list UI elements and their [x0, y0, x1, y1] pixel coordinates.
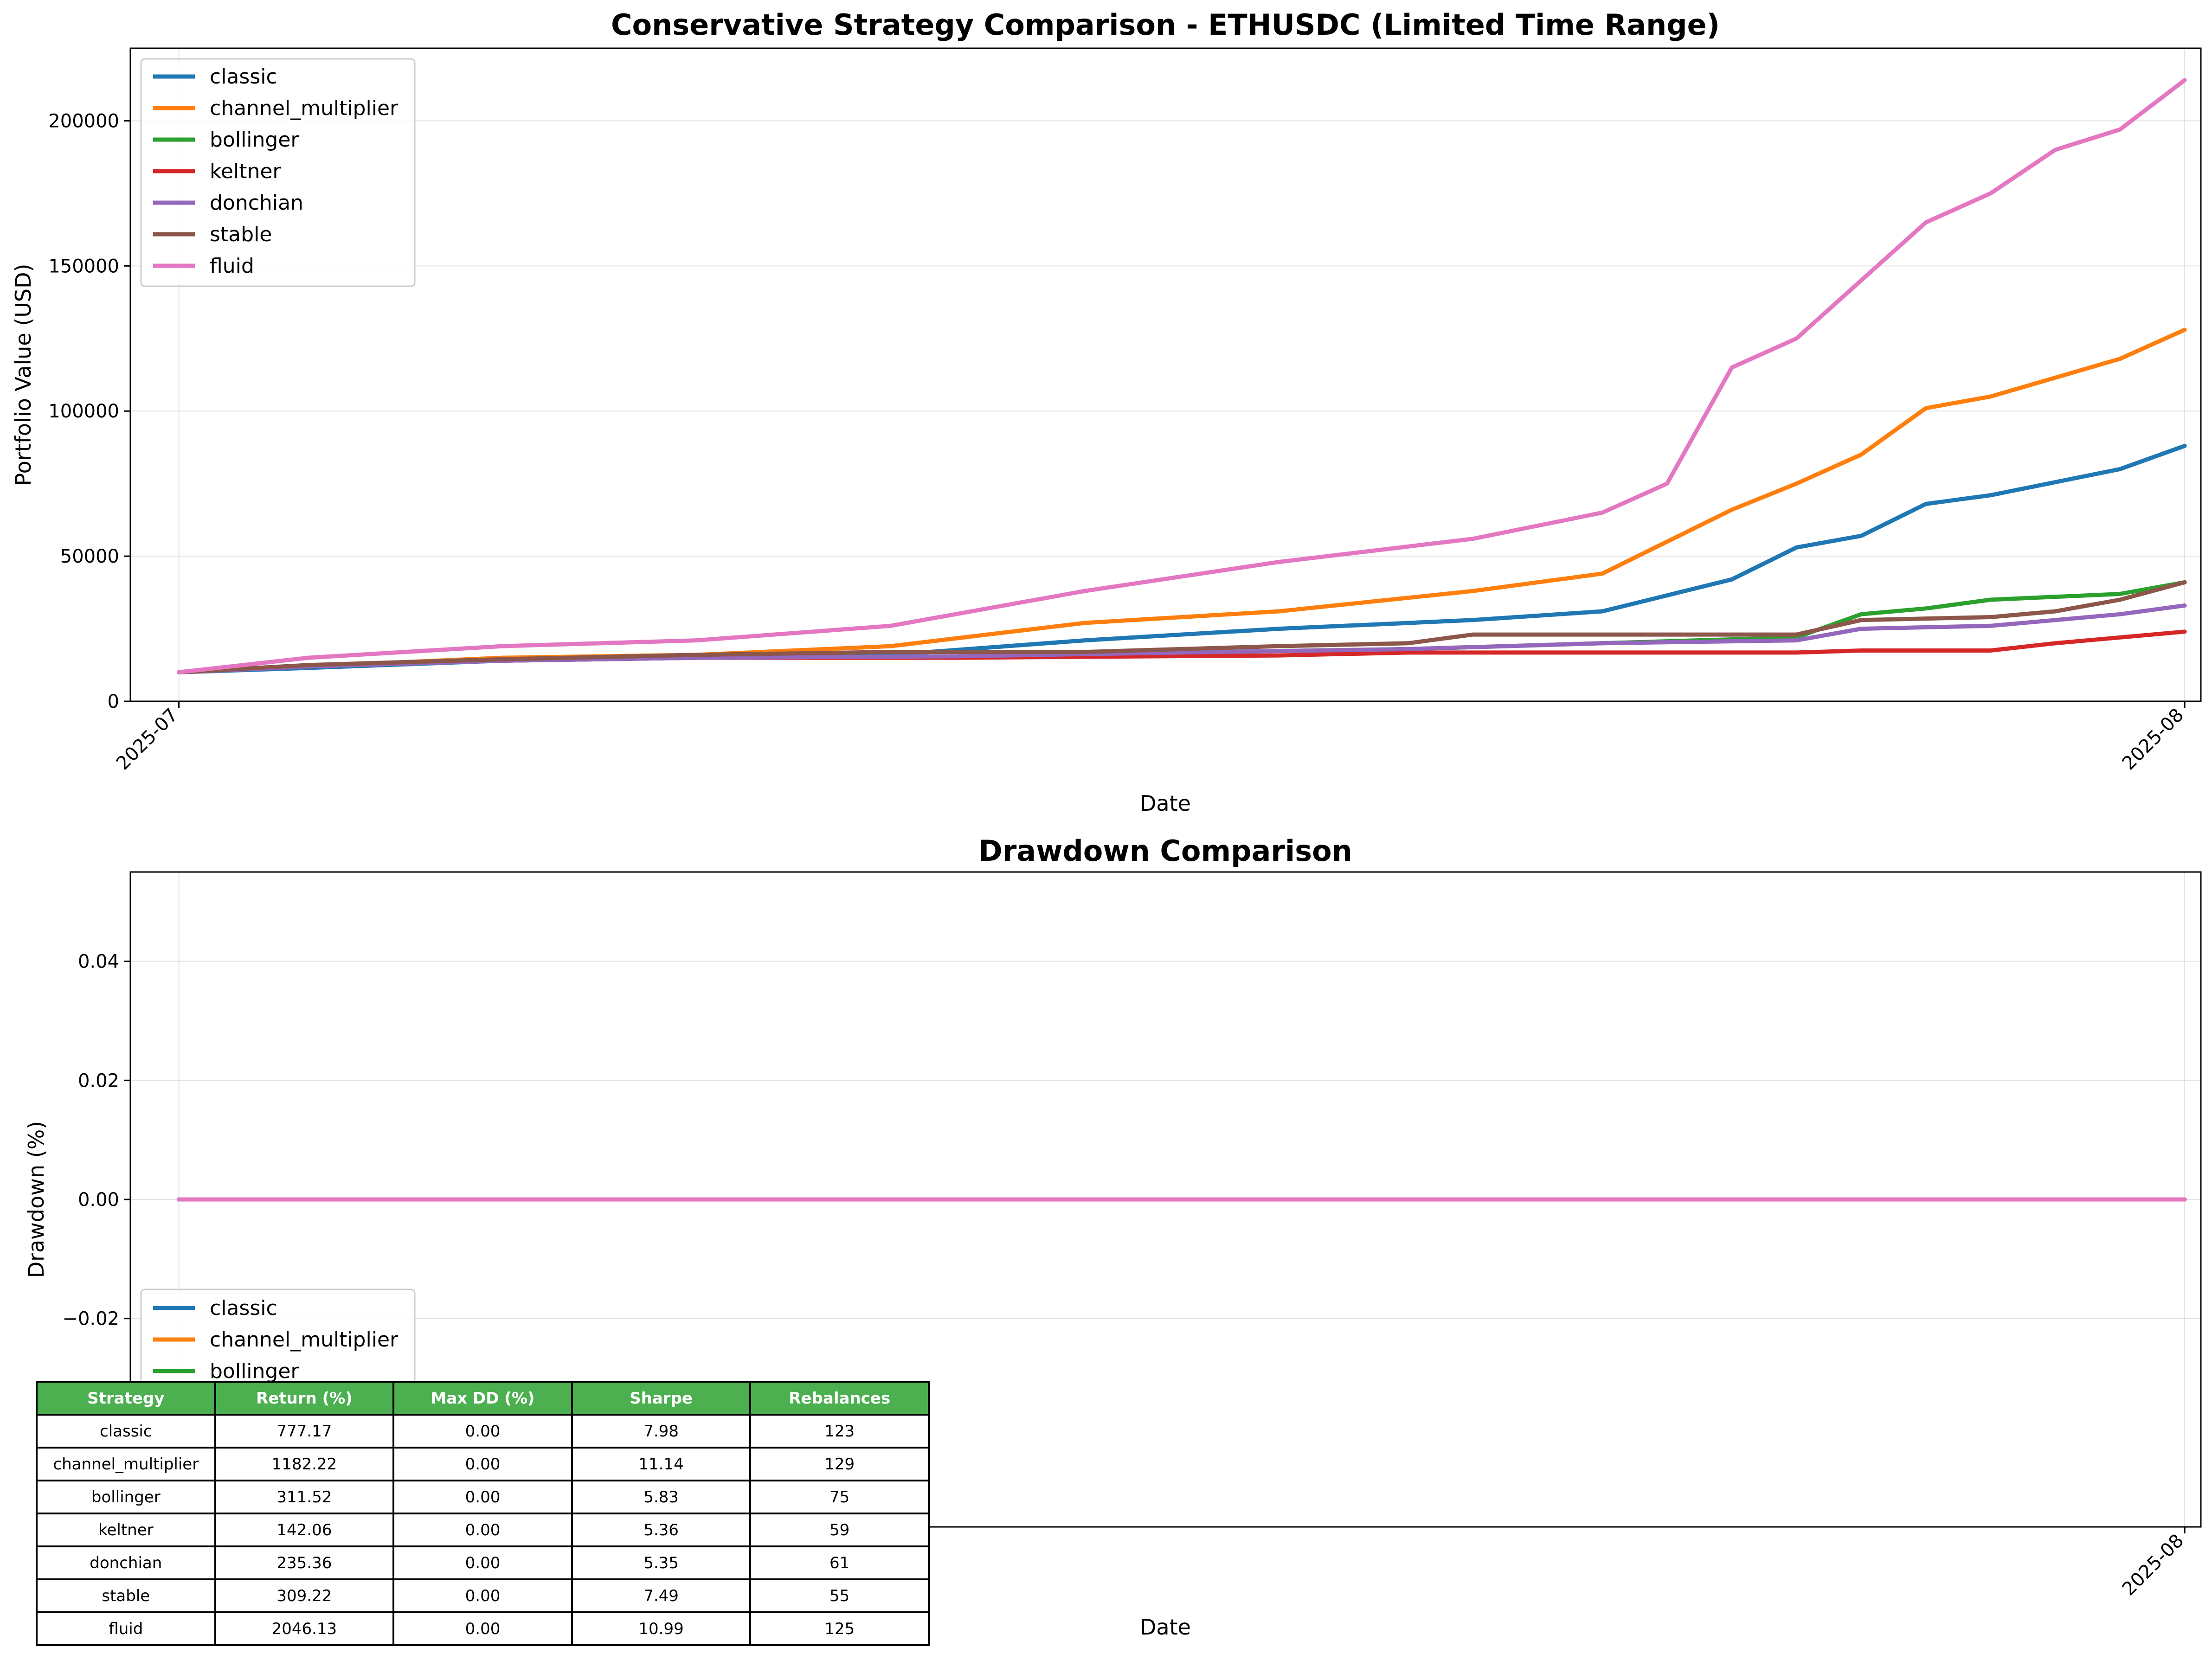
series-line-stable: [177, 580, 2187, 674]
table-row: keltner 142.06 0.00 5.36 59: [36, 1513, 930, 1547]
table-cell: 75: [749, 1480, 930, 1514]
table-cell: fluid: [36, 1611, 216, 1646]
legend-label-channel-multiplier: channel_multiplier: [210, 96, 399, 120]
table-row: classic 777.17 0.00 7.98 123: [36, 1414, 930, 1449]
drawdown-y-axis-label: Drawdown (%): [24, 1121, 49, 1278]
drawdown-x-axis-label: Date: [1140, 1615, 1191, 1640]
portfolio-chart-title: Conservative Strategy Comparison - ETHUS…: [611, 8, 1720, 42]
table-cell: 10.99: [571, 1611, 752, 1646]
table-cell: keltner: [36, 1513, 216, 1547]
legend-label-bollinger: bollinger: [210, 128, 299, 152]
table-cell: 0.00: [392, 1578, 573, 1613]
table-header-cell: Rebalances: [749, 1381, 930, 1416]
table-cell: 7.98: [571, 1414, 752, 1449]
y-tick-label: 0: [108, 691, 119, 712]
portfolio-legend: classic channel_multiplier bollinger keltne…: [140, 58, 416, 287]
table-cell: 11.14: [571, 1447, 752, 1481]
table-cell: donchian: [36, 1545, 216, 1580]
y-tick-label: −0.02: [62, 1308, 119, 1330]
table-cell: bollinger: [36, 1480, 216, 1514]
table-cell: 0.00: [392, 1447, 573, 1481]
portfolio-lines: [177, 78, 2187, 674]
table-cell: 142.06: [214, 1513, 395, 1547]
table-cell: 0.00: [392, 1480, 573, 1514]
y-tick-label: 100000: [48, 401, 119, 422]
legend-label-classic: classic: [210, 65, 277, 89]
table-header-row: Strategy Return (%) Max DD (%) Sharpe Re…: [36, 1381, 930, 1416]
table-cell: 61: [749, 1545, 930, 1580]
table-cell: 2046.13: [214, 1611, 395, 1646]
table-cell: 123: [749, 1414, 930, 1449]
table-cell: 0.00: [392, 1611, 573, 1646]
portfolio-y-axis-label: Portfolio Value (USD): [11, 264, 36, 486]
table-cell: 59: [749, 1513, 930, 1547]
table-cell: 5.83: [571, 1480, 752, 1514]
table-row: stable 309.22 0.00 7.49 55: [36, 1578, 930, 1613]
strategy-stats-table: Strategy Return (%) Max DD (%) Sharpe Re…: [36, 1381, 930, 1646]
y-tick-label: 0.02: [78, 1070, 119, 1091]
portfolio-legend-box: [140, 58, 416, 287]
legend-label-donchian: donchian: [210, 191, 303, 215]
table-cell: 7.49: [571, 1578, 752, 1613]
y-tick-label: 200000: [48, 110, 119, 132]
series-line-fluid: [177, 78, 2187, 674]
table-cell: 235.36: [214, 1545, 395, 1580]
table-cell: 311.52: [214, 1480, 395, 1514]
table-cell: classic: [36, 1414, 216, 1449]
legend-label-channel-multiplier: channel_multiplier: [210, 1328, 399, 1352]
table-cell: 5.35: [571, 1545, 752, 1580]
y-tick-label: 0.04: [78, 951, 119, 973]
legend-label-stable: stable: [210, 223, 272, 246]
table-cell: 0.00: [392, 1545, 573, 1580]
table-cell: 125: [749, 1611, 930, 1646]
table-cell: 129: [749, 1447, 930, 1481]
legend-label-fluid: fluid: [210, 254, 254, 278]
table-row: donchian 235.36 0.00 5.35 61: [36, 1545, 930, 1580]
table-cell: 1182.22: [214, 1447, 395, 1481]
legend-label-keltner: keltner: [210, 160, 281, 183]
table-row: fluid 2046.13 0.00 10.99 125: [36, 1611, 930, 1646]
drawdown-chart-title: Drawdown Comparison: [978, 834, 1352, 868]
table-row: channel_multiplier 1182.22 0.00 11.14 12…: [36, 1447, 930, 1481]
legend-label-classic: classic: [210, 1296, 277, 1320]
table-cell: 0.00: [392, 1414, 573, 1449]
table-row: bollinger 311.52 0.00 5.83 75: [36, 1480, 930, 1514]
y-tick-label: 0.00: [78, 1189, 119, 1211]
table-header-cell: Max DD (%): [392, 1381, 573, 1416]
table-header-cell: Strategy: [36, 1381, 216, 1416]
legend-label-bollinger: bollinger: [210, 1359, 299, 1383]
table-cell: stable: [36, 1578, 216, 1613]
table-cell: 5.36: [571, 1513, 752, 1547]
y-tick-label: 50000: [60, 546, 119, 567]
table-header-cell: Sharpe: [571, 1381, 752, 1416]
y-tick-label: 150000: [48, 256, 119, 277]
table-cell: 777.17: [214, 1414, 395, 1449]
table-cell: 55: [749, 1578, 930, 1613]
table-header-cell: Return (%): [214, 1381, 395, 1416]
table-cell: 0.00: [392, 1513, 573, 1547]
table-cell: channel_multiplier: [36, 1447, 216, 1481]
table-cell: 309.22: [214, 1578, 395, 1613]
portfolio-x-axis-label: Date: [1140, 791, 1191, 816]
portfolio-plot-frame: [129, 47, 2202, 702]
